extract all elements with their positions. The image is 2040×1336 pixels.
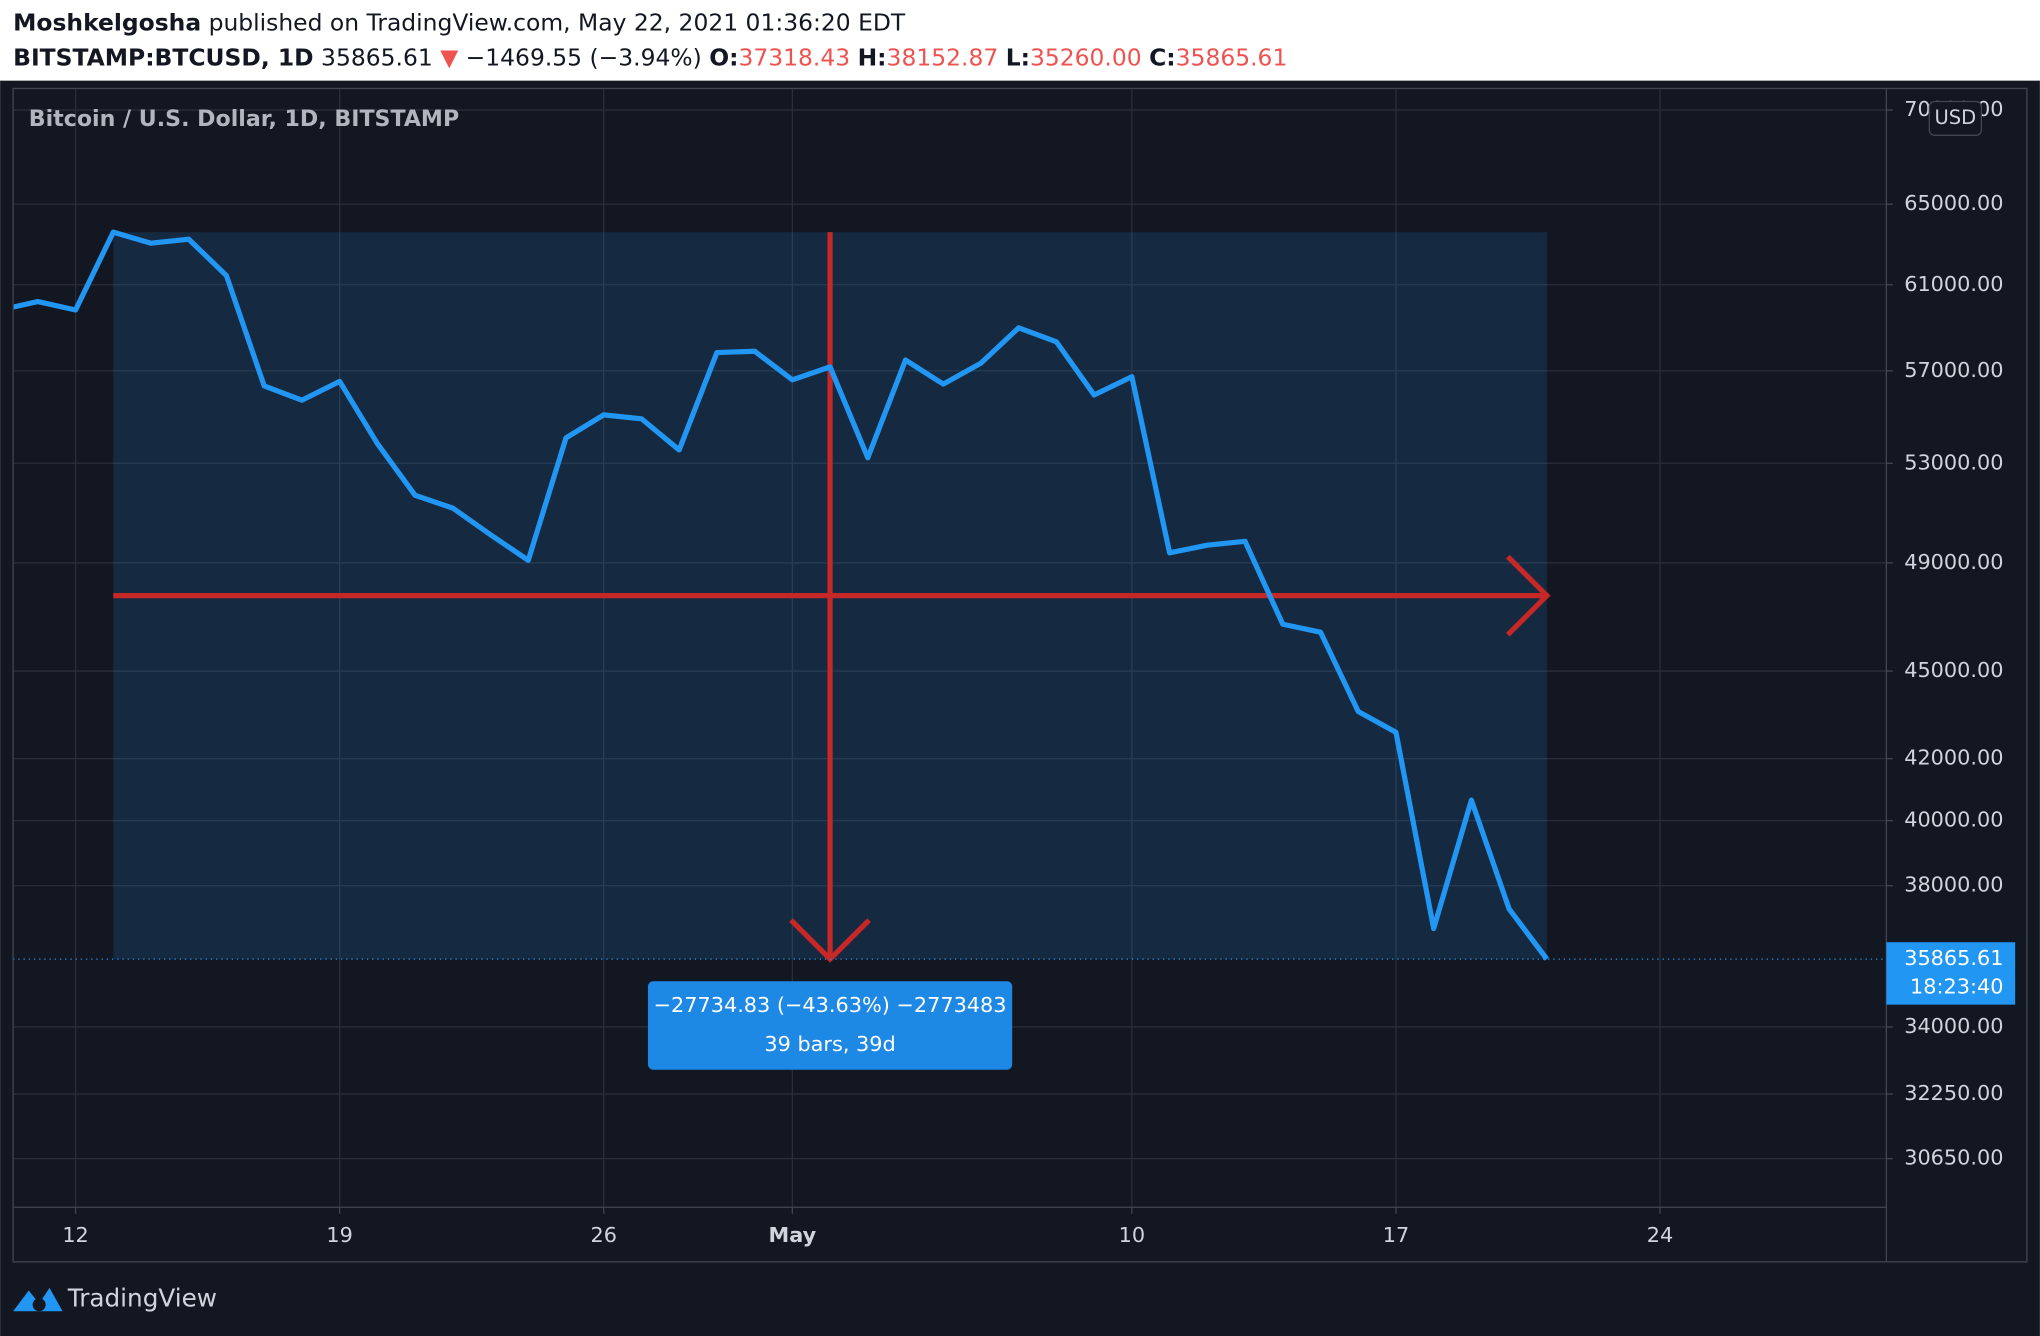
published: published on TradingView.com, May 22, 20… xyxy=(209,8,906,36)
y-tick-label: 40000.00 xyxy=(1904,808,2003,832)
low: 35260.00 xyxy=(1030,43,1142,71)
currency-box xyxy=(1928,100,1982,136)
y-tick-label: 30650.00 xyxy=(1904,1146,2003,1170)
measure-label-1: −27734.83 (−43.63%) −2773483 xyxy=(654,993,1007,1017)
c-label: C: xyxy=(1149,43,1176,71)
y-tick-label: 57000.00 xyxy=(1904,358,2003,382)
countdown: 18:23:40 xyxy=(1910,975,2003,999)
currency: USD xyxy=(1934,106,1976,129)
x-tick-label: 19 xyxy=(326,1223,352,1247)
h-label: H: xyxy=(858,43,887,71)
last: 35865.61 xyxy=(321,43,433,71)
x-tick-label: 26 xyxy=(590,1223,616,1247)
measure-label-2: 39 bars, 39d xyxy=(764,1032,895,1056)
footer-logo xyxy=(13,1287,63,1312)
close: 35865.61 xyxy=(1176,43,1288,71)
price-line xyxy=(13,229,1549,961)
measure-h-head xyxy=(1505,554,1551,637)
high: 38152.87 xyxy=(887,43,999,71)
y-tick-label: 38000.00 xyxy=(1904,873,2003,897)
x-tick-label: May xyxy=(769,1223,817,1247)
y-tick-label: 61000.00 xyxy=(1904,272,2003,296)
frame xyxy=(12,87,2028,1263)
y-tick-label: 42000.00 xyxy=(1904,746,2003,770)
y-tick-label: 34000.00 xyxy=(1904,1014,2003,1038)
header-bg xyxy=(0,0,2040,81)
header-line-2: BITSTAMP:BTCUSD, 1D 35865.61 ▼ −1469.55 … xyxy=(13,43,1287,71)
symbol: BITSTAMP:BTCUSD, 1D xyxy=(13,43,313,71)
l-label: L: xyxy=(1006,43,1030,71)
y-tick-label: 53000.00 xyxy=(1904,450,2003,474)
footer: TradingView xyxy=(67,1284,217,1313)
author: Moshkelgosha xyxy=(13,8,201,36)
last-price-label: 35865.61 xyxy=(1904,946,2003,970)
x-tick-label: 24 xyxy=(1647,1223,1673,1247)
plot xyxy=(13,229,1887,963)
x-tick-label: 17 xyxy=(1383,1223,1409,1247)
open: 37318.43 xyxy=(738,43,850,71)
y-tick-label: 49000.00 xyxy=(1904,550,2003,574)
arrow: ▼ xyxy=(440,43,458,71)
legend-title: Bitcoin / U.S. Dollar, 1D, BITSTAMP xyxy=(29,106,459,132)
y-tick-label: 65000.00 xyxy=(1904,191,2003,215)
x-tick-label: 10 xyxy=(1119,1223,1145,1247)
x-tick-label: 12 xyxy=(62,1223,88,1247)
axes: 30650.00 32250.00 34000.00 38000.00 40000.00… xyxy=(62,97,2003,1247)
y-tick-label: 45000.00 xyxy=(1904,658,2003,682)
last-price-box xyxy=(1886,942,2016,1005)
header-line-1: Moshkelgosha published on TradingView.co… xyxy=(13,8,906,36)
measure-label-box xyxy=(647,981,1013,1070)
o-label: O: xyxy=(709,43,738,71)
y-tick-label: 32250.00 xyxy=(1904,1081,2003,1105)
change: −1469.55 (−3.94%) xyxy=(466,43,702,71)
